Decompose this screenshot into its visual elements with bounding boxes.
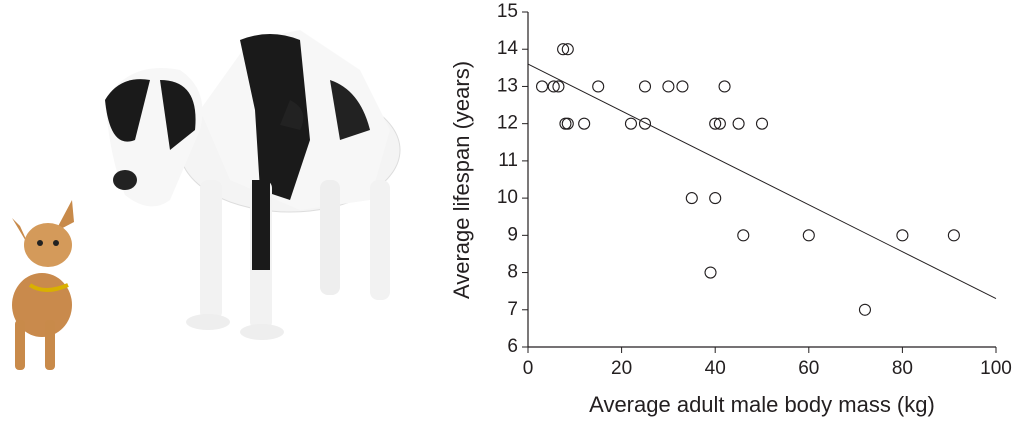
x-tick-label: 60 (798, 358, 819, 379)
x-tick-label: 0 (523, 358, 534, 379)
y-tick-label: 15 (497, 1, 518, 22)
point (896, 229, 909, 242)
point (676, 80, 689, 93)
point (802, 229, 815, 242)
y-tick-label: 14 (497, 38, 519, 59)
point (638, 117, 652, 130)
point (552, 80, 565, 93)
point (547, 80, 560, 93)
point (737, 229, 750, 242)
y-tick-label: 9 (507, 224, 518, 245)
point (704, 266, 717, 279)
point (662, 80, 675, 93)
point (755, 117, 769, 130)
point (557, 43, 570, 56)
x-tick-label: 40 (705, 358, 726, 379)
x-tick-label: 100 (980, 358, 1012, 379)
point (561, 43, 574, 56)
great-dane-illustration (105, 30, 401, 340)
point (578, 117, 591, 130)
x-tick-label: 20 (611, 358, 632, 379)
y-tick-label: 8 (507, 262, 518, 283)
point (718, 80, 731, 93)
point (713, 117, 726, 130)
x-tick-label: 80 (892, 358, 913, 379)
point (535, 80, 549, 93)
y-tick-label: 10 (497, 187, 518, 208)
point (732, 117, 745, 130)
point (685, 192, 698, 205)
chihuahua-illustration (12, 200, 74, 370)
y-tick-label: 12 (497, 113, 518, 134)
y-tick-label: 13 (497, 75, 518, 96)
point (592, 80, 605, 93)
x-axis-label: Average adult male body mass (kg) (589, 392, 935, 417)
point (709, 117, 722, 130)
y-tick-label: 11 (498, 150, 518, 171)
point (561, 117, 574, 130)
point (559, 117, 572, 130)
point (624, 117, 638, 130)
y-tick-label: 6 (507, 336, 518, 357)
point (858, 303, 872, 316)
point (638, 80, 652, 93)
point (947, 229, 960, 242)
trend-line (527, 63, 997, 300)
point (709, 192, 722, 205)
y-tick-label: 7 (507, 299, 518, 320)
y-axis-label: Average lifespan (years) (449, 61, 474, 299)
